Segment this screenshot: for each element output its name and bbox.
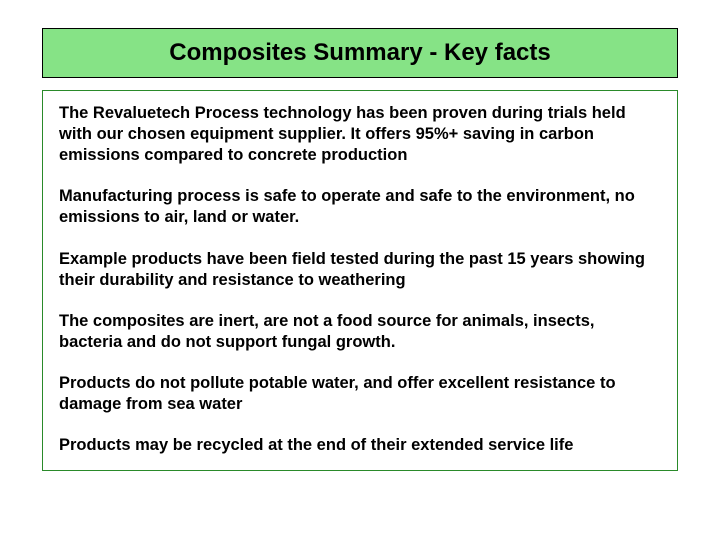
title-bar: Composites Summary - Key facts <box>42 28 678 78</box>
slide-title: Composites Summary - Key facts <box>51 39 669 67</box>
fact-paragraph: Products may be recycled at the end of t… <box>59 435 661 456</box>
fact-paragraph: The composites are inert, are not a food… <box>59 311 661 353</box>
fact-paragraph: Products do not pollute potable water, a… <box>59 373 661 415</box>
fact-paragraph: Example products have been field tested … <box>59 249 661 291</box>
fact-paragraph: Manufacturing process is safe to operate… <box>59 186 661 228</box>
fact-paragraph: The Revaluetech Process technology has b… <box>59 103 661 166</box>
content-box: The Revaluetech Process technology has b… <box>42 90 678 471</box>
